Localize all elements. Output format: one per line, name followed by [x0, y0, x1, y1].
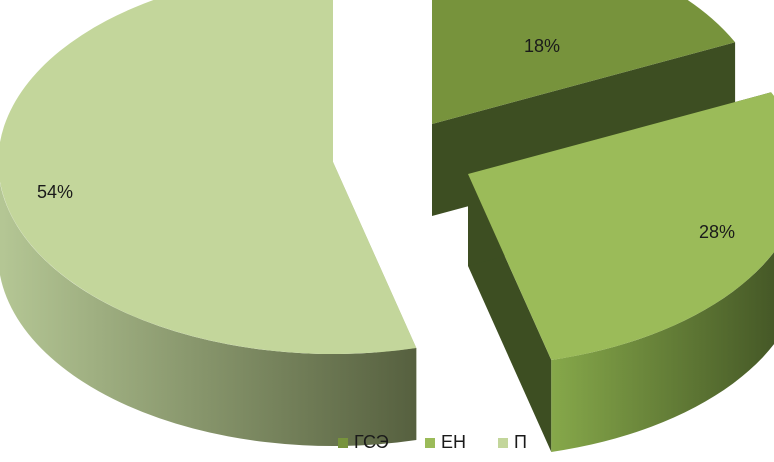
data-label-3: 54%: [37, 182, 73, 202]
slices-layer: [0, 0, 774, 452]
legend-label-1: ГСЭ: [354, 432, 389, 452]
labels-layer: 18% 54% 28%: [37, 36, 735, 242]
data-label-1: 18%: [524, 36, 560, 56]
legend-label-3: П: [514, 432, 527, 452]
legend: ГСЭ ЕН П: [338, 432, 527, 452]
slice-outer-side: [551, 252, 774, 452]
slice-top-П: [0, 0, 417, 354]
slice-top-ГСЭ: [432, 0, 736, 124]
data-label-2: 28%: [699, 222, 735, 242]
legend-label-2: ЕН: [441, 432, 466, 452]
legend-swatch-2: [425, 438, 435, 448]
pie-slice-3: [0, 0, 417, 447]
legend-swatch-3: [498, 438, 508, 448]
slice-outer-side: [0, 182, 417, 447]
pie-slice-2: [468, 92, 774, 452]
legend-swatch-1: [338, 438, 348, 448]
slice-top-ЕН: [468, 92, 774, 360]
